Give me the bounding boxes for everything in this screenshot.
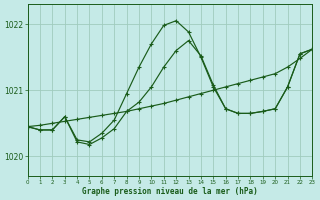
X-axis label: Graphe pression niveau de la mer (hPa): Graphe pression niveau de la mer (hPa)	[82, 187, 258, 196]
